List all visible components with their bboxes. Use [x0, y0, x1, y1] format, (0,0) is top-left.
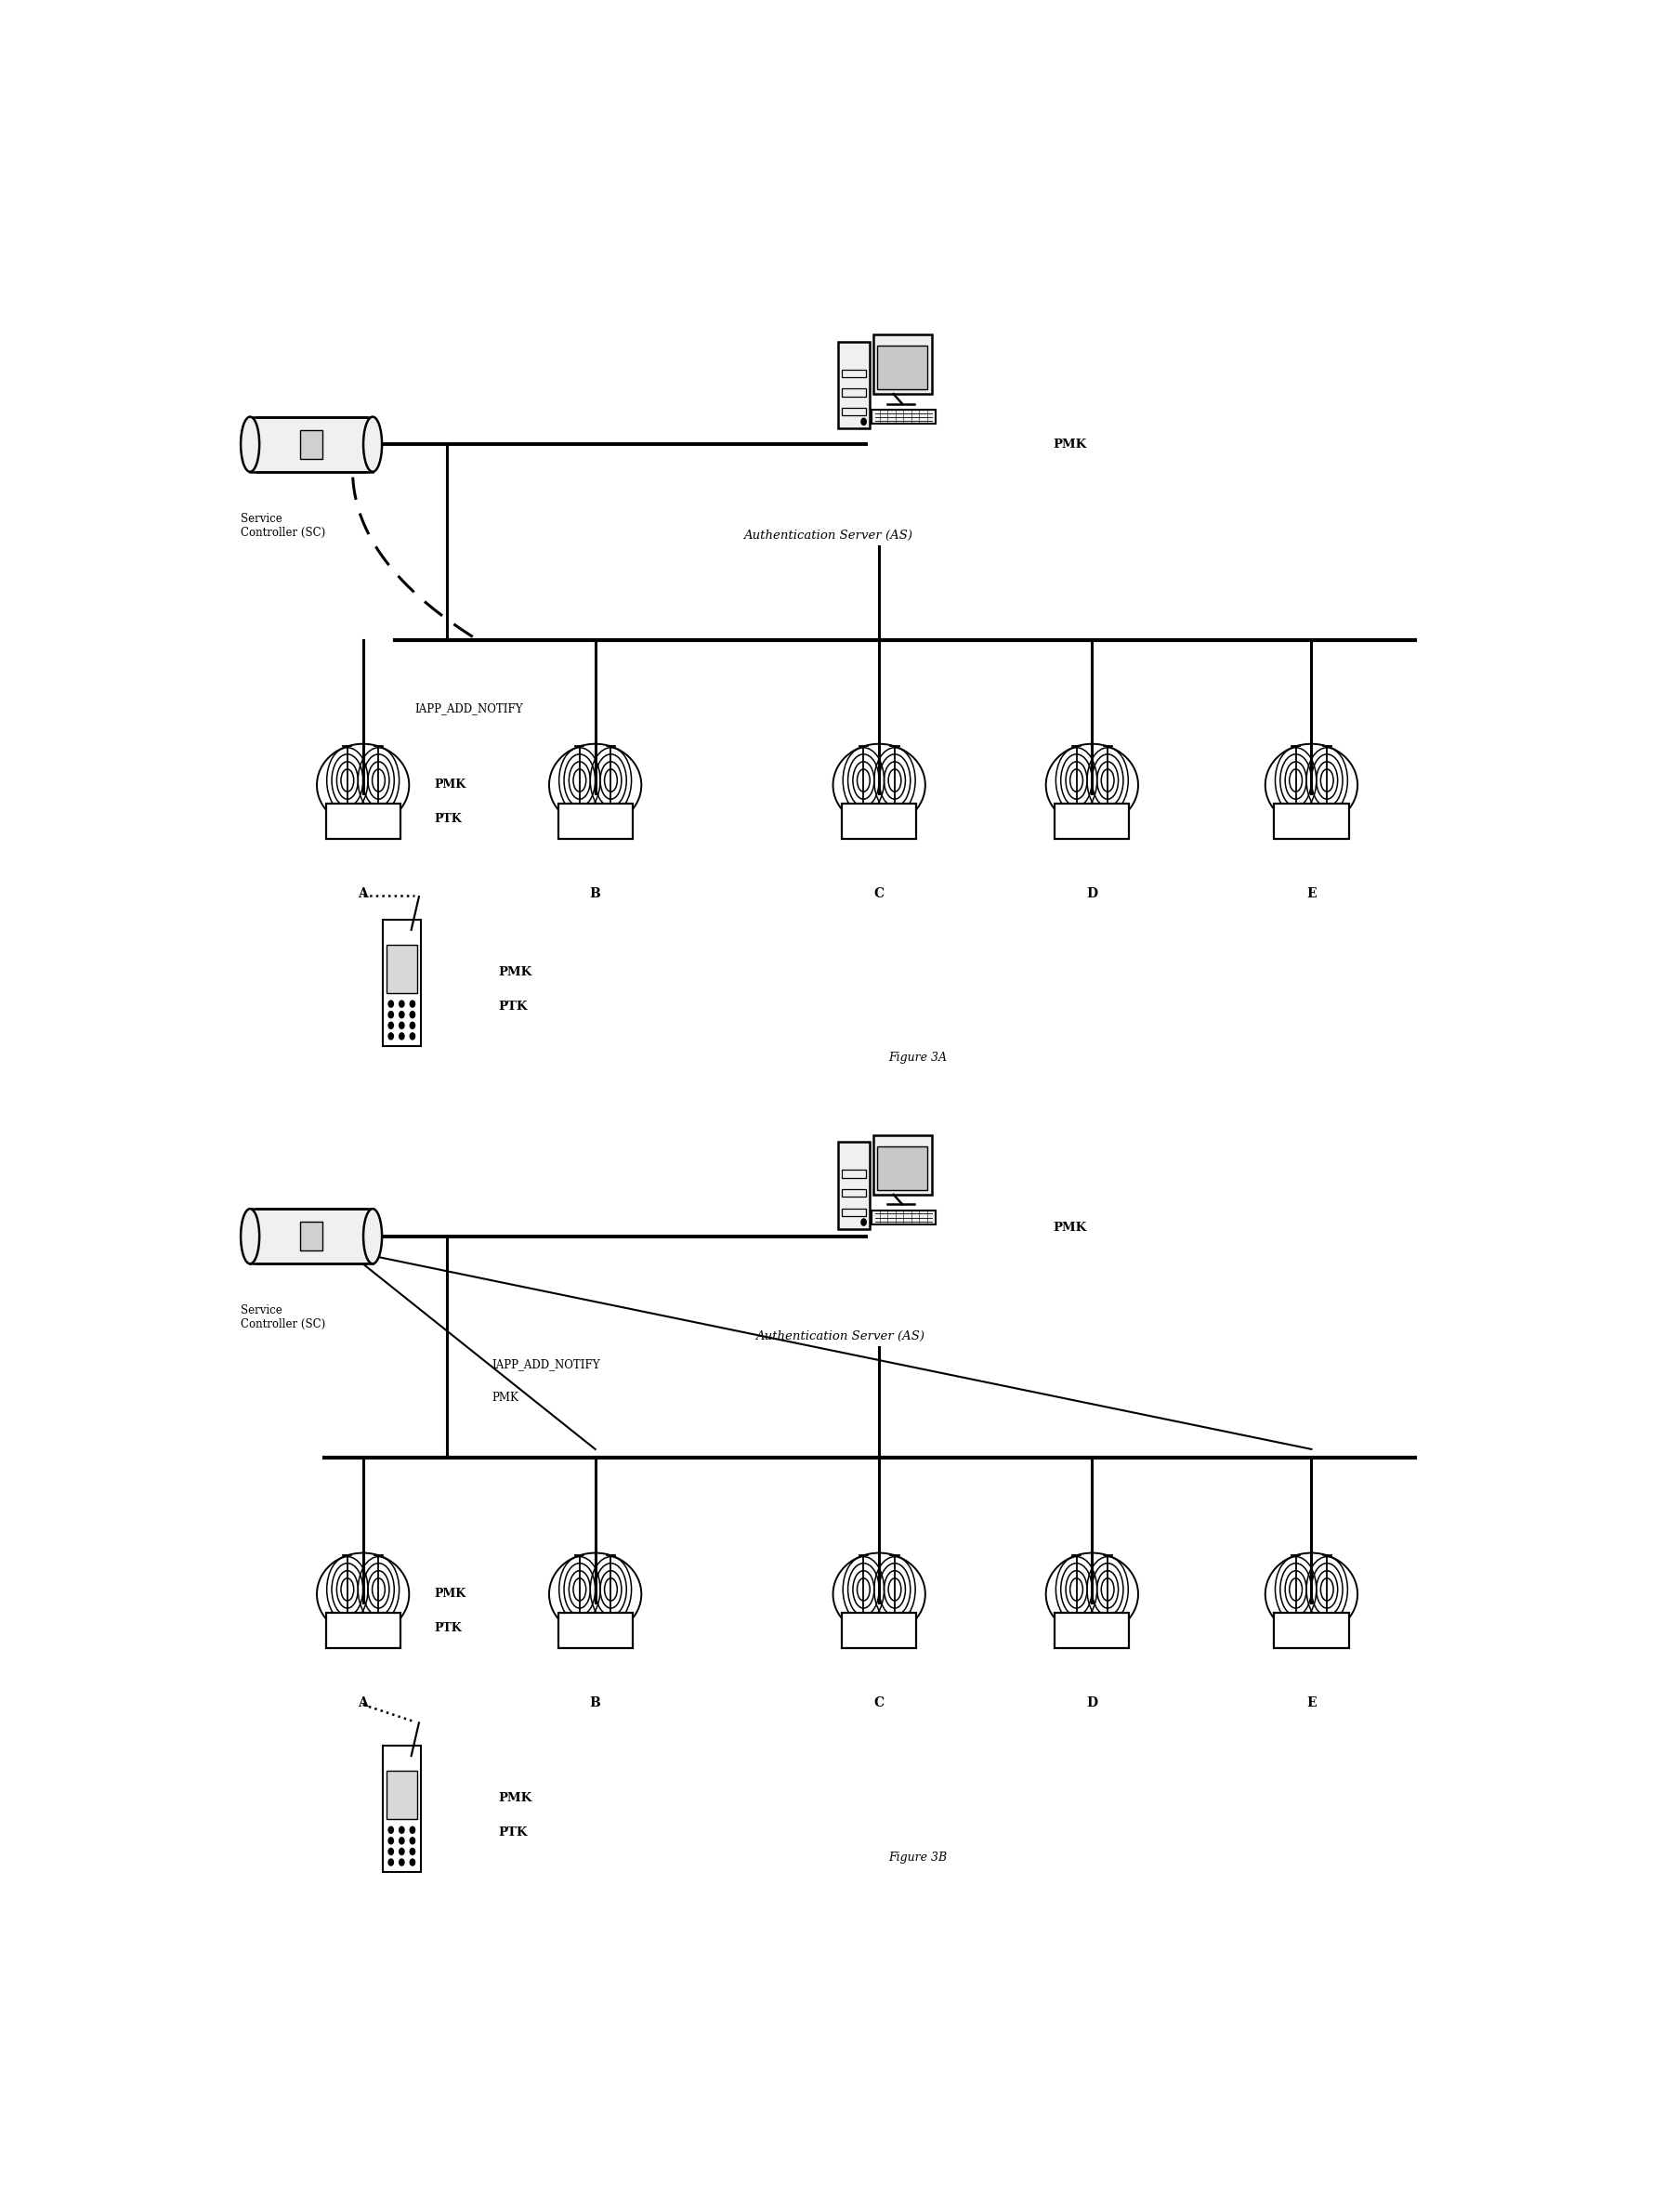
Bar [326, 1613, 400, 1648]
Circle shape [410, 1000, 415, 1006]
Text: Service
Controller (SC): Service Controller (SC) [240, 513, 325, 538]
Bar [386, 945, 416, 993]
Text: C: C [874, 1697, 884, 1710]
Circle shape [388, 1022, 393, 1029]
Bar [558, 1613, 633, 1648]
Circle shape [400, 1033, 405, 1040]
Ellipse shape [241, 1208, 260, 1263]
Bar [1054, 1613, 1129, 1648]
Bar [250, 416, 373, 471]
Text: A: A [358, 1697, 368, 1710]
Text: Figure 3A: Figure 3A [889, 1051, 947, 1064]
Text: PMK: PMK [1054, 438, 1087, 451]
Circle shape [400, 1838, 405, 1845]
Text: PMK: PMK [435, 779, 466, 792]
Ellipse shape [363, 1208, 381, 1263]
Text: Figure 3B: Figure 3B [889, 1851, 947, 1865]
Circle shape [400, 1022, 405, 1029]
Bar [842, 389, 866, 396]
Circle shape [410, 1849, 415, 1856]
Bar [383, 1745, 421, 1871]
Bar [877, 1146, 927, 1190]
Bar [872, 1135, 931, 1194]
Text: IAPP_ADD_NOTIFY: IAPP_ADD_NOTIFY [493, 1358, 601, 1369]
Circle shape [410, 1858, 415, 1865]
Bar [842, 1190, 866, 1197]
Circle shape [410, 1011, 415, 1018]
Bar [558, 803, 633, 838]
Circle shape [410, 1033, 415, 1040]
Text: PMK: PMK [1054, 1221, 1087, 1234]
Circle shape [388, 1827, 393, 1834]
Text: Authentication Server (AS): Authentication Server (AS) [756, 1329, 926, 1343]
Text: PMK: PMK [498, 1792, 533, 1805]
Circle shape [861, 1219, 866, 1225]
Text: B: B [589, 1697, 601, 1710]
Circle shape [400, 1858, 405, 1865]
Circle shape [400, 1000, 405, 1006]
Bar [842, 1613, 916, 1648]
Bar [842, 369, 866, 378]
Text: PTK: PTK [435, 1621, 461, 1635]
Bar [872, 1210, 936, 1223]
Bar [1274, 803, 1349, 838]
Circle shape [400, 1827, 405, 1834]
Bar [250, 1208, 373, 1263]
Circle shape [388, 1838, 393, 1845]
Circle shape [388, 1033, 393, 1040]
Text: PTK: PTK [498, 1000, 528, 1013]
Bar [872, 409, 936, 425]
Bar [872, 334, 931, 394]
Bar [1274, 1613, 1349, 1648]
Bar [837, 1141, 869, 1230]
Bar [1054, 803, 1129, 838]
Bar [383, 920, 421, 1046]
Text: C: C [874, 887, 884, 900]
Circle shape [410, 1022, 415, 1029]
Circle shape [410, 1827, 415, 1834]
Text: E: E [1307, 887, 1317, 900]
Text: PMK: PMK [435, 1588, 466, 1599]
Text: D: D [1086, 1697, 1097, 1710]
Circle shape [388, 1858, 393, 1865]
Bar [326, 803, 400, 838]
Bar [386, 1772, 416, 1818]
Bar [301, 429, 321, 458]
Text: PMK: PMK [493, 1391, 519, 1405]
Bar [842, 1170, 866, 1177]
Bar [837, 341, 869, 429]
Text: PTK: PTK [435, 814, 461, 825]
Bar [877, 345, 927, 389]
Text: PMK: PMK [498, 967, 533, 978]
Circle shape [388, 1849, 393, 1856]
Text: IAPP_ADD_NOTIFY: IAPP_ADD_NOTIFY [415, 701, 523, 714]
Circle shape [861, 418, 866, 425]
Circle shape [388, 1011, 393, 1018]
Text: B: B [589, 887, 601, 900]
Text: D: D [1086, 887, 1097, 900]
Text: A: A [358, 887, 368, 900]
Circle shape [400, 1011, 405, 1018]
Circle shape [388, 1000, 393, 1006]
Ellipse shape [241, 416, 260, 471]
Text: Authentication Server (AS): Authentication Server (AS) [743, 529, 912, 542]
Text: Service
Controller (SC): Service Controller (SC) [240, 1305, 325, 1329]
Text: E: E [1307, 1697, 1317, 1710]
Text: PTK: PTK [498, 1827, 528, 1838]
Bar [842, 1208, 866, 1217]
Circle shape [410, 1838, 415, 1845]
Ellipse shape [363, 416, 381, 471]
Bar [301, 1221, 321, 1250]
Circle shape [400, 1849, 405, 1856]
Bar [842, 407, 866, 416]
Bar [842, 803, 916, 838]
